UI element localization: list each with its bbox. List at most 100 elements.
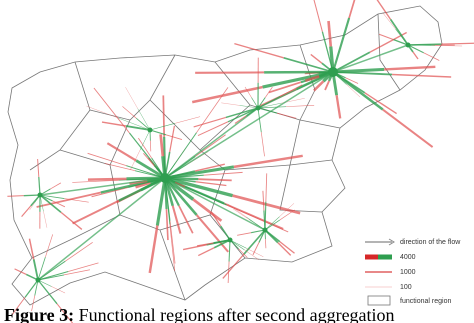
flow-line [143, 152, 155, 166]
flow-line [198, 247, 215, 257]
flow-line [130, 149, 141, 171]
legend-arrow-head [388, 238, 395, 246]
flow-line [91, 186, 129, 198]
flow-line [31, 295, 36, 312]
legend-label: 100 [400, 284, 412, 291]
flow-line [195, 134, 226, 157]
flow-line [220, 225, 231, 241]
flow-line [165, 208, 169, 241]
flow-line [234, 115, 247, 124]
flow-line [72, 199, 120, 225]
flow-line [226, 204, 289, 233]
flow-line [51, 286, 66, 294]
flow-line [178, 205, 194, 234]
flow-line [125, 125, 151, 131]
flow-line [264, 201, 267, 231]
flow-line [164, 177, 198, 216]
flow-line [197, 121, 229, 136]
flow-line [125, 87, 138, 109]
flow-line [229, 239, 245, 251]
flow-line [279, 209, 295, 221]
flow-line [24, 279, 39, 298]
flow-line [257, 106, 287, 109]
flow-line [423, 52, 440, 61]
flow-line [246, 248, 264, 257]
flow-line [257, 107, 262, 133]
flow-line [50, 182, 62, 190]
flow-line [264, 216, 280, 231]
flow-line [149, 129, 167, 136]
flow-line [23, 194, 41, 197]
hub [255, 105, 261, 111]
flow-line [63, 269, 91, 276]
flow-line [229, 239, 247, 249]
flow-line [213, 239, 231, 244]
flow-line [155, 177, 167, 226]
flow-line [407, 43, 442, 46]
flow-line [182, 244, 207, 251]
flow-line [11, 297, 26, 316]
flow-line [376, 0, 392, 20]
flow-line [232, 194, 301, 215]
flow-line [164, 176, 233, 198]
flow-line [257, 71, 334, 109]
flow-line [194, 163, 225, 172]
flow-line [279, 84, 303, 97]
flow-line [332, 51, 371, 73]
flow-line [260, 132, 265, 157]
flow-line [37, 158, 40, 178]
flow-line [196, 242, 214, 247]
flow-line [227, 107, 259, 123]
flow-line [286, 105, 315, 107]
flow-line [39, 177, 166, 196]
flow-line [36, 191, 102, 208]
flow-line [164, 71, 334, 179]
flow-line [171, 205, 182, 234]
flow-line [60, 211, 83, 230]
flow-line [239, 105, 259, 109]
flow-line [412, 51, 419, 60]
flow-line [364, 92, 397, 115]
flow-line [234, 42, 284, 59]
legend-label: 1000 [400, 269, 416, 276]
hub [35, 277, 41, 283]
caption-label: Figure 3: [4, 305, 75, 323]
flow-line [43, 211, 48, 228]
flow-line [277, 242, 292, 256]
flow-line [227, 261, 230, 284]
flow-line [389, 18, 409, 46]
hub [262, 227, 268, 233]
flow-line [29, 202, 35, 211]
flow-line [276, 112, 297, 119]
legend-label: direction of the flow [400, 239, 461, 246]
flow-line [169, 224, 176, 271]
flow-line [164, 177, 266, 231]
flow-line [122, 106, 137, 119]
flow-line [346, 84, 361, 98]
flow-line [244, 249, 260, 260]
flow-line [39, 194, 65, 199]
flow-line [227, 203, 247, 218]
flow-line [441, 42, 474, 45]
flow-line [164, 132, 197, 179]
legend-swatch [367, 295, 391, 306]
flow-line [310, 53, 323, 64]
flow-line [37, 177, 166, 281]
flow-line [135, 181, 151, 189]
flow-line [313, 80, 325, 92]
hub [147, 127, 153, 133]
flow-line [279, 203, 295, 217]
flow-line [264, 229, 279, 244]
flow-line [164, 177, 171, 225]
caption: Figure 3: Functional regions after secon… [4, 305, 474, 323]
flow-line [65, 242, 93, 262]
flow-line [233, 208, 250, 220]
flow-line [257, 102, 282, 109]
flow-line [118, 117, 151, 131]
flow-line [34, 279, 39, 296]
flow-line [37, 274, 65, 281]
flow-line [135, 117, 151, 131]
flow-line [37, 279, 52, 287]
flow-line [244, 86, 252, 98]
flow-line [228, 239, 231, 262]
